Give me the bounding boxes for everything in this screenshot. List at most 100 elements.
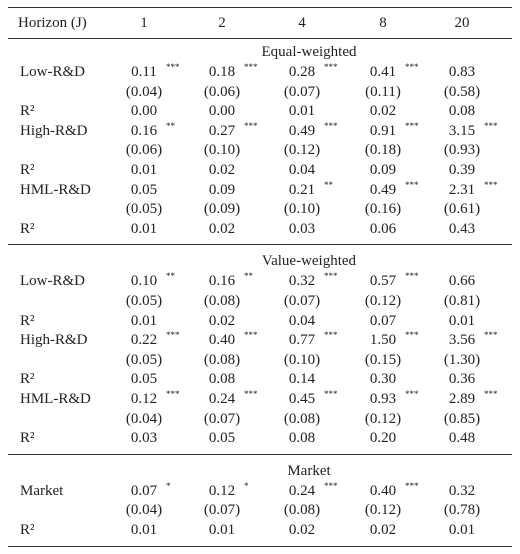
cell-value: (0.85) <box>443 410 481 427</box>
cell-value: (0.18) <box>364 142 402 159</box>
cell-value: 0.05 <box>130 371 158 388</box>
cell-value: 0.02 <box>208 312 236 329</box>
cell: (0.07) <box>200 410 244 428</box>
significance-stars: *** <box>484 389 498 399</box>
significance-stars: * <box>166 480 171 491</box>
cell-value: 0.03 <box>130 430 158 447</box>
cell-value: 0.01 <box>130 522 158 538</box>
cell: (0.09) <box>200 200 244 218</box>
cell: 1.50 *** <box>361 331 419 349</box>
cell: 0.16 ** <box>122 120 175 140</box>
cell-value: 2.89 <box>448 391 476 407</box>
cell: (0.61) <box>440 200 484 218</box>
significance-stars: *** <box>324 271 338 282</box>
significance-stars: *** <box>405 330 419 341</box>
cell: 0.66 <box>440 272 484 290</box>
cell-value: (0.10) <box>283 201 321 218</box>
cell: (0.58) <box>440 83 484 101</box>
row-label: R² <box>20 371 35 388</box>
cell-value: (0.04) <box>125 502 163 519</box>
row-label: HML-R&D <box>20 391 91 407</box>
cell: 0.01 <box>280 102 324 120</box>
cell: 0.43 <box>440 220 484 238</box>
row-label: HML-R&D <box>20 181 91 198</box>
cell-value: (0.05) <box>125 293 163 309</box>
cell: 0.41 *** <box>361 63 419 81</box>
significance-stars: ** <box>166 271 175 282</box>
cell: 0.40 *** <box>200 331 258 349</box>
cell: 0.05 <box>200 429 244 447</box>
cell: (0.08) <box>200 292 244 310</box>
cell-value: 0.43 <box>448 220 476 237</box>
cell: (1.30) <box>440 351 484 369</box>
cell-value: 0.02 <box>369 103 397 120</box>
cell: 0.02 <box>200 312 244 330</box>
cell-value: (0.12) <box>364 502 402 519</box>
cell: 0.27 *** <box>200 121 258 140</box>
cell: 0.04 <box>280 312 324 330</box>
cell-value: 0.01 <box>130 162 158 178</box>
cell: 0.32 <box>440 482 484 500</box>
cell: (0.08) <box>280 410 324 428</box>
significance-stars: *** <box>484 120 498 131</box>
cell: 0.30 <box>361 370 405 388</box>
cell: 0.03 <box>122 429 166 447</box>
cell-value: 0.01 <box>288 103 316 120</box>
cell-value: (0.11) <box>365 83 401 100</box>
cell: 0.36 <box>440 370 484 388</box>
cell: 0.77 *** <box>280 331 338 349</box>
cell-value: 0.21 <box>288 181 316 198</box>
significance-stars: *** <box>324 330 338 341</box>
significance-stars: *** <box>405 480 419 491</box>
cell-value: 3.56 <box>448 332 476 349</box>
cell-value: 0.04 <box>288 312 316 329</box>
significance-stars: * <box>244 480 249 491</box>
cell-value: 0.01 <box>130 220 158 237</box>
cell: (0.10) <box>200 141 244 159</box>
cell: (0.12) <box>280 141 324 159</box>
cell: 0.02 <box>200 220 244 238</box>
cell: 0.12 * <box>200 480 249 500</box>
cell-value: 0.45 <box>288 391 316 407</box>
cell-value: (0.05) <box>125 201 163 218</box>
significance-stars: *** <box>405 62 419 72</box>
cell-value: (0.81) <box>443 293 481 309</box>
cell: (0.12) <box>361 410 405 428</box>
cell-value: (0.10) <box>283 351 321 368</box>
significance-stars: *** <box>166 330 180 341</box>
cell-value: 0.12 <box>130 391 158 407</box>
significance-stars: *** <box>405 271 419 282</box>
cell-value: 0.02 <box>208 220 236 237</box>
cell-value: 0.36 <box>448 371 476 388</box>
cell-value: (0.09) <box>203 201 241 218</box>
cell: (0.04) <box>122 410 166 428</box>
rule <box>8 244 512 246</box>
cell: 0.09 <box>361 161 405 179</box>
cell-value: 2.31 <box>448 181 476 198</box>
cell-value: (0.04) <box>125 83 163 100</box>
cell: 0.01 <box>440 312 484 330</box>
cell: (0.06) <box>122 141 166 159</box>
cell: (0.12) <box>361 501 405 519</box>
cell: 0.21 ** <box>280 180 333 199</box>
cell-value: (0.08) <box>203 293 241 309</box>
cell: 0.02 <box>361 521 405 539</box>
cell: (0.10) <box>280 200 324 218</box>
cell-value: 0.07 <box>369 312 397 329</box>
cell: 2.31 *** <box>440 180 498 199</box>
cell-value: 0.16 <box>130 122 158 139</box>
significance-stars: *** <box>244 389 258 399</box>
cell-value: 0.08 <box>208 371 236 388</box>
row-label: High-R&D <box>20 332 88 349</box>
cell: (0.07) <box>200 501 244 519</box>
cell: (0.12) <box>361 292 405 310</box>
cell: 3.56 *** <box>440 331 498 349</box>
significance-stars: ** <box>166 120 175 131</box>
cell-value: 0.24 <box>208 391 236 407</box>
cell: 0.05 <box>122 181 166 199</box>
column-header: 8 <box>379 15 387 31</box>
cell: 0.01 <box>122 220 166 238</box>
cell: 0.01 <box>122 161 166 179</box>
cell: 0.00 <box>200 102 244 120</box>
section-title: Value-weighted <box>261 253 357 270</box>
